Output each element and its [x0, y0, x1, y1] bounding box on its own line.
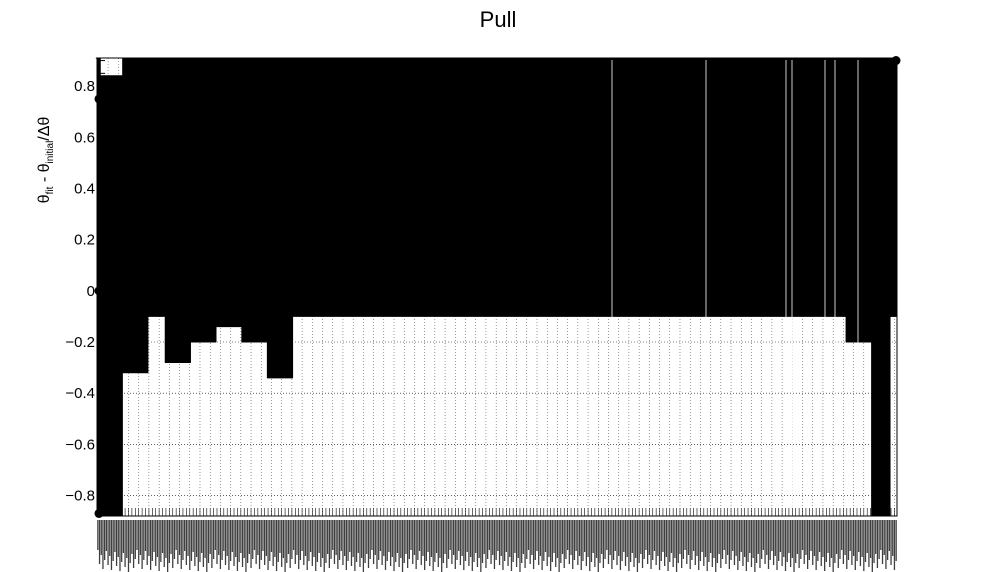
- y-tick-label: 0.2: [74, 232, 95, 249]
- x-tick-labels: [97, 520, 897, 572]
- data-point-marker: [94, 508, 104, 518]
- y-tick-label: −0.2: [65, 334, 95, 351]
- svg-text:θfit - θinitial/Δθ: θfit - θinitial/Δθ: [36, 117, 56, 204]
- y-tick-label: −0.4: [65, 385, 95, 402]
- y-tick-label: −0.8: [65, 488, 95, 505]
- y-tick-label: −0.6: [65, 436, 95, 453]
- y-tick-label: 0: [87, 283, 95, 300]
- y-label-tail: /Δθ: [36, 117, 53, 141]
- data-layer: [94, 56, 901, 518]
- y-label-minus: - θ: [36, 163, 53, 186]
- plot-frame: [96, 57, 898, 517]
- data-point-marker: [891, 56, 901, 66]
- chart-title: Pull: [480, 7, 517, 32]
- y-label-fit: fit: [45, 186, 56, 194]
- y-axis-label: θfit - θinitial/Δθ: [36, 117, 56, 204]
- y-tick-label: 0.8: [74, 78, 95, 95]
- y-label-initial: initial: [45, 141, 56, 164]
- y-label-theta: θ: [36, 194, 53, 203]
- axis-layer: −0.8 −0.6 −0.4 −0.2 0 0.2 0.4 0.6 0.8: [65, 57, 898, 517]
- y-tick-label: 0.6: [74, 129, 95, 146]
- y-tick-label: 0.4: [74, 180, 95, 197]
